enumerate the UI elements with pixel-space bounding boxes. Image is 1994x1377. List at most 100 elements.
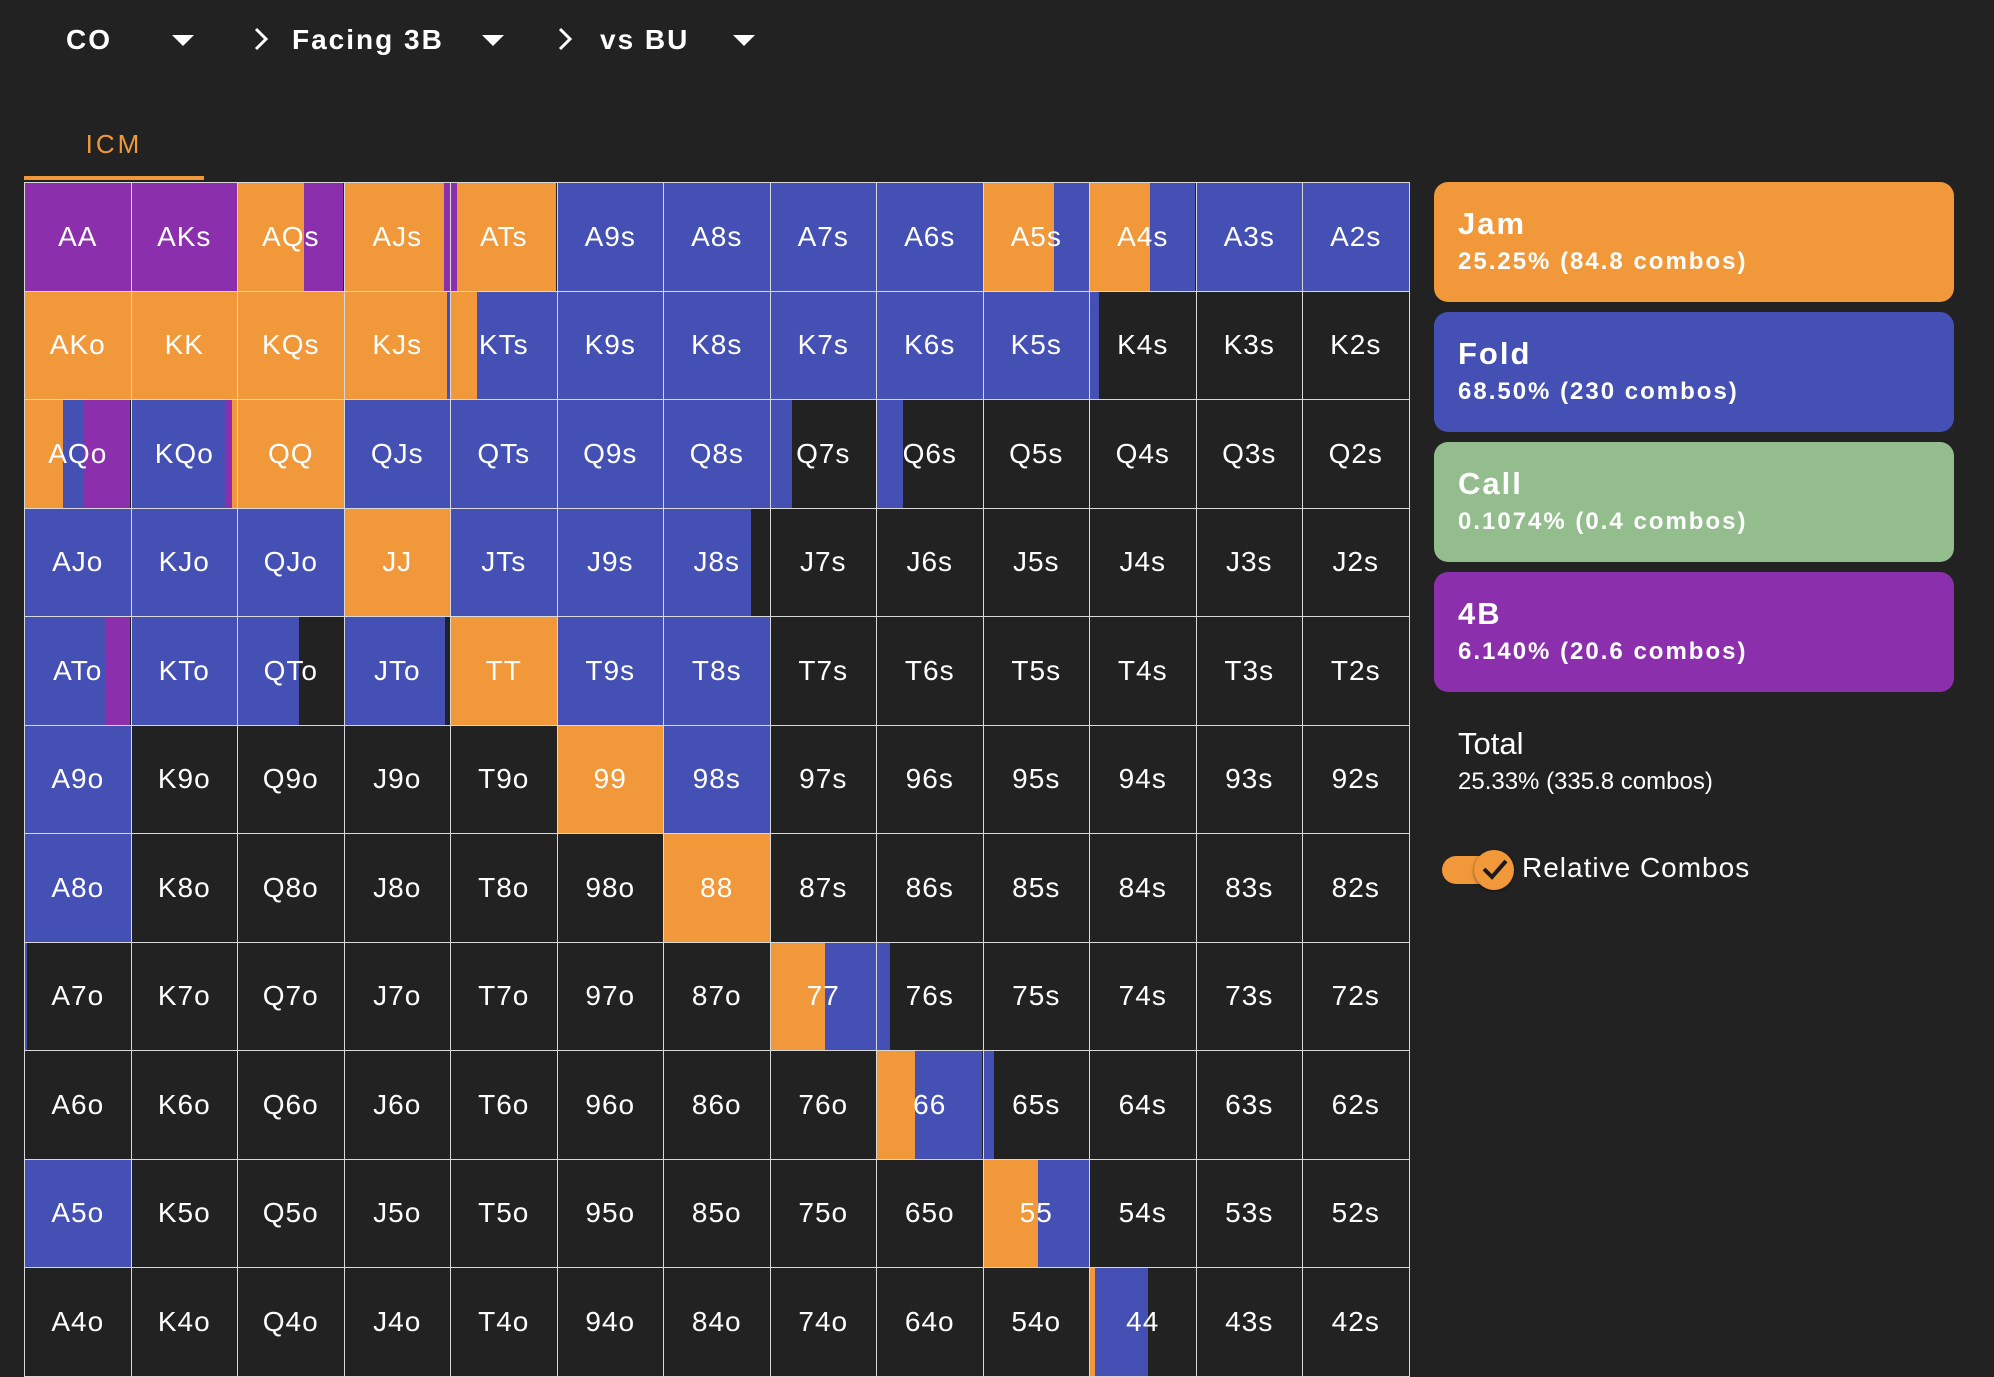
hand-cell-Q9o[interactable]: Q9o	[237, 724, 345, 834]
hand-cell-J3s[interactable]: J3s	[1195, 507, 1303, 617]
hand-cell-J9o[interactable]: J9o	[343, 724, 451, 834]
hand-cell-AJo[interactable]: AJo	[24, 507, 132, 617]
hand-cell-KTs[interactable]: KTs	[450, 290, 558, 400]
hand-cell-K7o[interactable]: K7o	[130, 941, 238, 1051]
hand-cell-T5s[interactable]: T5s	[982, 616, 1090, 726]
hand-cell-A8s[interactable]: A8s	[663, 182, 771, 292]
hand-cell-84s[interactable]: 84s	[1089, 833, 1197, 943]
hand-cell-87o[interactable]: 87o	[663, 941, 771, 1051]
hand-cell-JTs[interactable]: JTs	[450, 507, 558, 617]
hand-cell-KK[interactable]: KK	[130, 290, 238, 400]
hand-cell-Q7o[interactable]: Q7o	[237, 941, 345, 1051]
hand-cell-AKo[interactable]: AKo	[24, 290, 132, 400]
hand-cell-82s[interactable]: 82s	[1302, 833, 1410, 943]
hand-cell-J4o[interactable]: J4o	[343, 1267, 451, 1377]
hand-cell-KQo[interactable]: KQo	[130, 399, 238, 509]
hand-cell-Q8o[interactable]: Q8o	[237, 833, 345, 943]
hand-cell-K5s[interactable]: K5s	[982, 290, 1090, 400]
hand-cell-A9o[interactable]: A9o	[24, 724, 132, 834]
hand-cell-Q3s[interactable]: Q3s	[1195, 399, 1303, 509]
hand-cell-Q4s[interactable]: Q4s	[1089, 399, 1197, 509]
hand-cell-84o[interactable]: 84o	[663, 1267, 771, 1377]
hand-cell-T8o[interactable]: T8o	[450, 833, 558, 943]
hand-cell-88[interactable]: 88	[663, 833, 771, 943]
hand-cell-KTo[interactable]: KTo	[130, 616, 238, 726]
hand-cell-T6s[interactable]: T6s	[876, 616, 984, 726]
hand-cell-76o[interactable]: 76o	[769, 1050, 877, 1160]
hand-cell-53s[interactable]: 53s	[1195, 1158, 1303, 1268]
hand-cell-T4s[interactable]: T4s	[1089, 616, 1197, 726]
hand-cell-A5s[interactable]: A5s	[982, 182, 1090, 292]
hand-cell-Q2s[interactable]: Q2s	[1302, 399, 1410, 509]
hand-cell-T7o[interactable]: T7o	[450, 941, 558, 1051]
hand-cell-AKs[interactable]: AKs	[130, 182, 238, 292]
hand-cell-A7s[interactable]: A7s	[769, 182, 877, 292]
hand-cell-K8o[interactable]: K8o	[130, 833, 238, 943]
hand-cell-J9s[interactable]: J9s	[556, 507, 664, 617]
hand-cell-QTo[interactable]: QTo	[237, 616, 345, 726]
hand-cell-A5o[interactable]: A5o	[24, 1158, 132, 1268]
hand-cell-J2s[interactable]: J2s	[1302, 507, 1410, 617]
hand-cell-93s[interactable]: 93s	[1195, 724, 1303, 834]
hand-cell-92s[interactable]: 92s	[1302, 724, 1410, 834]
hand-cell-JJ[interactable]: JJ	[343, 507, 451, 617]
caret-down-icon[interactable]	[172, 34, 194, 46]
hand-cell-94s[interactable]: 94s	[1089, 724, 1197, 834]
caret-down-icon[interactable]	[481, 34, 504, 46]
hand-cell-J8o[interactable]: J8o	[343, 833, 451, 943]
hand-cell-Q5o[interactable]: Q5o	[237, 1158, 345, 1268]
hand-cell-KQs[interactable]: KQs	[237, 290, 345, 400]
hand-cell-64o[interactable]: 64o	[876, 1267, 984, 1377]
hand-cell-K8s[interactable]: K8s	[663, 290, 771, 400]
hand-cell-75s[interactable]: 75s	[982, 941, 1090, 1051]
breadcrumb-opponent-dropdown[interactable]: vs BU	[600, 18, 756, 62]
hand-cell-77[interactable]: 77	[769, 941, 877, 1051]
hand-cell-63s[interactable]: 63s	[1195, 1050, 1303, 1160]
hand-cell-74s[interactable]: 74s	[1089, 941, 1197, 1051]
hand-cell-A6s[interactable]: A6s	[876, 182, 984, 292]
hand-cell-K3s[interactable]: K3s	[1195, 290, 1303, 400]
hand-cell-QQ[interactable]: QQ	[237, 399, 345, 509]
hand-cell-T8s[interactable]: T8s	[663, 616, 771, 726]
hand-cell-Q8s[interactable]: Q8s	[663, 399, 771, 509]
hand-cell-T3s[interactable]: T3s	[1195, 616, 1303, 726]
hand-cell-T2s[interactable]: T2s	[1302, 616, 1410, 726]
hand-cell-T6o[interactable]: T6o	[450, 1050, 558, 1160]
hand-cell-43s[interactable]: 43s	[1195, 1267, 1303, 1377]
hand-cell-K9o[interactable]: K9o	[130, 724, 238, 834]
hand-cell-K4s[interactable]: K4s	[1089, 290, 1197, 400]
hand-cell-TT[interactable]: TT	[450, 616, 558, 726]
hand-cell-A4o[interactable]: A4o	[24, 1267, 132, 1377]
hand-cell-QTs[interactable]: QTs	[450, 399, 558, 509]
hand-cell-65o[interactable]: 65o	[876, 1158, 984, 1268]
hand-cell-72s[interactable]: 72s	[1302, 941, 1410, 1051]
hand-cell-AQo[interactable]: AQo	[24, 399, 132, 509]
hand-cell-94o[interactable]: 94o	[556, 1267, 664, 1377]
hand-cell-K5o[interactable]: K5o	[130, 1158, 238, 1268]
hand-cell-AQs[interactable]: AQs	[237, 182, 345, 292]
hand-cell-T9s[interactable]: T9s	[556, 616, 664, 726]
hand-cell-J8s[interactable]: J8s	[663, 507, 771, 617]
hand-cell-Q7s[interactable]: Q7s	[769, 399, 877, 509]
hand-cell-QJs[interactable]: QJs	[343, 399, 451, 509]
hand-cell-J7s[interactable]: J7s	[769, 507, 877, 617]
hand-cell-Q6o[interactable]: Q6o	[237, 1050, 345, 1160]
hand-cell-86o[interactable]: 86o	[663, 1050, 771, 1160]
hand-cell-66[interactable]: 66	[876, 1050, 984, 1160]
hand-cell-83s[interactable]: 83s	[1195, 833, 1303, 943]
hand-cell-J5o[interactable]: J5o	[343, 1158, 451, 1268]
hand-cell-K6s[interactable]: K6s	[876, 290, 984, 400]
hand-cell-52s[interactable]: 52s	[1302, 1158, 1410, 1268]
hand-cell-98s[interactable]: 98s	[663, 724, 771, 834]
hand-cell-J4s[interactable]: J4s	[1089, 507, 1197, 617]
hand-cell-A6o[interactable]: A6o	[24, 1050, 132, 1160]
hand-cell-96s[interactable]: 96s	[876, 724, 984, 834]
hand-cell-KJs[interactable]: KJs	[343, 290, 451, 400]
hand-cell-A9s[interactable]: A9s	[556, 182, 664, 292]
hand-cell-J5s[interactable]: J5s	[982, 507, 1090, 617]
breadcrumb-action-dropdown[interactable]: Facing 3B	[292, 18, 504, 62]
hand-cell-AA[interactable]: AA	[24, 182, 132, 292]
hand-cell-JTo[interactable]: JTo	[343, 616, 451, 726]
hand-cell-K6o[interactable]: K6o	[130, 1050, 238, 1160]
hand-cell-K9s[interactable]: K9s	[556, 290, 664, 400]
